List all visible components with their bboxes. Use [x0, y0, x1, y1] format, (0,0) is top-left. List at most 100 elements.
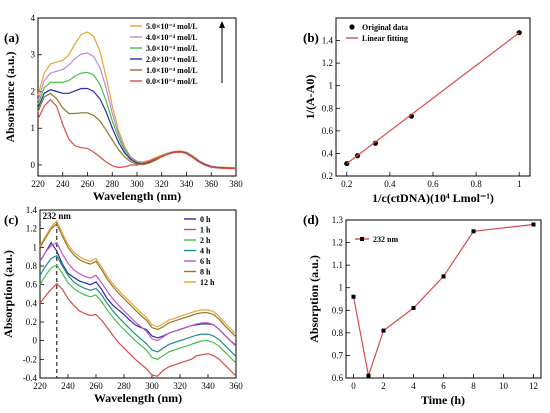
panel-b-y-tick-label: 0.8 [322, 103, 334, 113]
panel-d-series-0-point [441, 274, 446, 279]
panel-b-x-tick-label: 0.8 [470, 179, 482, 189]
panel-d-series-0-legend-label: 232 nm [373, 235, 398, 244]
panel-c-y-tick-label: 0.6 [26, 280, 38, 290]
panel-d-x-tick-label: 0 [351, 381, 356, 391]
panel-d-x-tick-label: 2 [381, 381, 386, 391]
panel-b-y-tick-label: 0.4 [322, 148, 334, 158]
plot-area-a: 220 240 260 280 300 320 340 360 380 0 1 2 3 4 5.0×10⁻⁴… [31, 13, 244, 189]
panel-d-series-0-point [411, 306, 416, 311]
panel-a-legend-arrow-head [219, 21, 225, 28]
panel-d: (d) Time (h) Absorption (a.u.) 0 2 4 6 8 10 12… [303, 212, 542, 407]
panel-d-y-tick-label: 0.6 [332, 373, 344, 383]
panel-c-x-tick-label: 260 [89, 381, 103, 391]
panel-b-series-1-legend-label: Linear fitting [362, 34, 408, 43]
panel-b-y-tick-label: 1 [329, 81, 334, 91]
panel-c-series-0-line [39, 241, 237, 346]
panel-a-y-tick-label: 2 [31, 86, 36, 96]
panel-label-b: (b) [303, 30, 319, 45]
panel-a-x-tick-label: 260 [81, 179, 95, 189]
panel-b-y-tick-label: 0.6 [322, 126, 334, 136]
panel-d-x-tick-label: 12 [529, 381, 538, 391]
panel-d-series-0-point [351, 294, 356, 299]
panel-d-series-0-point [531, 222, 536, 227]
panel-c-x-tick-label: 220 [33, 381, 47, 391]
panel-c-series-5-line [39, 223, 237, 338]
panel-d-y-tick-label: 1.2 [332, 238, 343, 248]
plot-frame-c [39, 209, 237, 379]
panel-d-series-0-line [352, 223, 534, 379]
panel-c-y-tick-label: 0 [33, 336, 38, 346]
panel-d-x-tick-label: 4 [411, 381, 416, 391]
panel-a-x-tick-label: 240 [56, 179, 70, 189]
x-axis-label-c: Wavelength (nm) [94, 391, 182, 405]
panel-a-series-1-legend-label: 4.0×10⁻⁴ mol/L [146, 33, 198, 42]
plot-area-b: 0.2 0.4 0.6 0.8 1 0.2 0.4 0.6 0.8 1 1.2 1.4 Original… [322, 23, 522, 189]
panel-a: (a) Wavelength (nm) Absorbance (a.u.) 22… [3, 13, 243, 203]
x-axis-label-a: Wavelength (nm) [93, 189, 181, 203]
panel-d-series-0-point [381, 328, 386, 333]
panel-c-x-tick-label: 240 [61, 381, 75, 391]
panel-c-series-6-line [39, 220, 237, 335]
panel-c-annotation-label: 232 nm [43, 211, 72, 221]
panel-a-y-tick-label: 1 [31, 123, 36, 133]
panel-d-series-0-point [366, 373, 371, 378]
panel-c-series-2-line [39, 264, 237, 364]
y-axis-label-b: 1/(A-A0) [303, 75, 317, 120]
x-axis-label-d: Time (h) [421, 393, 465, 407]
panel-c-x-tick-label: 360 [229, 381, 243, 391]
panel-c-x-tick-label: 280 [117, 381, 131, 391]
y-axis-label-a: Absorbance (a.u.) [3, 51, 17, 142]
panel-c-series-4-legend-label: 6 h [200, 257, 211, 266]
panel-b-y-tick-label: 1.4 [322, 36, 334, 46]
panel-c-series-6-legend-label: 12 h [200, 278, 215, 287]
panel-c-series-3-line [39, 254, 237, 357]
panel-b-series-1-line [346, 32, 520, 165]
panel-c-y-tick-label: 0.8 [26, 261, 38, 271]
panel-d-y-tick-label: 0.8 [332, 328, 344, 338]
panel-a-series-2-legend-label: 3.0×10⁻⁴ mol/L [146, 44, 198, 53]
panel-b-series-0-point [372, 140, 379, 146]
panel-c-y-tick-label: 1.4 [26, 205, 38, 215]
panel-a-series-5-legend-label: 0.0×10⁻⁴ mol/L [146, 77, 198, 86]
panel-d-x-tick-label: 8 [471, 381, 476, 391]
panel-c-series-3-legend-label: 4 h [200, 247, 211, 256]
panel-c-y-tick-label: 0.2 [26, 317, 37, 327]
panel-a-y-tick-label: 0 [31, 160, 36, 170]
panel-a-series-3-line [37, 87, 236, 169]
panel-c-series-4-line [39, 241, 237, 347]
panel-a-x-tick-label: 300 [130, 179, 144, 189]
panel-b-x-tick-label: 0.6 [427, 179, 439, 189]
panel-c-y-tick-label: 0.4 [26, 298, 38, 308]
panel-a-x-tick-label: 320 [155, 179, 169, 189]
panel-c-x-tick-label: 320 [173, 381, 187, 391]
x-axis-label-b: 1/c(ctDNA)(10⁴ Lmol⁻¹) [372, 191, 494, 205]
panel-d-series-0-point [471, 229, 476, 234]
panel-a-series-5-line [37, 98, 236, 170]
panel-d-y-tick-label: 0.7 [332, 350, 344, 360]
panel-a-x-tick-label: 380 [229, 179, 243, 189]
panel-c-x-tick-label: 340 [201, 381, 215, 391]
panel-a-x-tick-label: 340 [180, 179, 194, 189]
panel-a-y-tick-label: 4 [31, 13, 36, 23]
panel-c-y-tick-label: 1 [33, 242, 38, 252]
panel-a-series-2-line [37, 71, 237, 169]
panel-c-series-2-legend-label: 2 h [200, 236, 211, 245]
panel-b-x-tick-label: 0.4 [384, 179, 396, 189]
panel-c-x-tick-label: 300 [145, 381, 159, 391]
panel-d-y-tick-label: 0.9 [332, 305, 344, 315]
panel-a-series-4-line [37, 92, 237, 170]
panel-b-y-tick-label: 0.2 [322, 171, 333, 181]
panel-c-y-tick-label: -0.2 [23, 354, 37, 364]
panel-label-c: (c) [4, 212, 18, 227]
panel-label-d: (d) [303, 212, 319, 227]
panel-a-x-tick-label: 360 [205, 179, 219, 189]
panel-a-x-tick-label: 280 [106, 179, 120, 189]
plot-frame-a [37, 17, 237, 177]
panel-c-y-tick-label: -0.4 [23, 373, 38, 383]
panel-d-y-tick-label: 1.1 [332, 260, 343, 270]
panel-c-y-tick-label: 1.2 [26, 224, 37, 234]
y-axis-label-d: Absorption (a.u.) [307, 255, 321, 343]
panel-b: (b) 1/c(ctDNA)(10⁴ Lmol⁻¹) 1/(A-A0) 0.2 0… [303, 17, 531, 205]
panel-b-series-0-legend-swatch [349, 24, 355, 30]
